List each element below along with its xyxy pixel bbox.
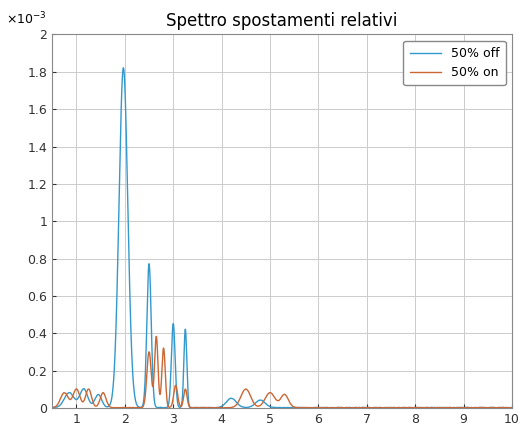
Title: Spettro spostamenti relativi: Spettro spostamenti relativi [166, 12, 398, 30]
50% off [509, 405, 515, 410]
50% off [225, 398, 232, 403]
50% on [49, 405, 55, 410]
Line: 50% off: 50% off [52, 68, 512, 408]
50% off [133, 399, 139, 405]
50% off [427, 405, 434, 410]
50% on [325, 405, 331, 410]
50% off [325, 405, 331, 410]
50% on [153, 334, 159, 339]
50% on [348, 405, 355, 410]
50% off [392, 405, 399, 410]
50% off [160, 405, 166, 410]
50% off [348, 405, 355, 410]
50% on [220, 405, 227, 410]
50% off [120, 65, 126, 70]
50% on [392, 405, 399, 410]
Legend: 50% off, 50% on: 50% off, 50% on [404, 41, 506, 86]
50% on [133, 405, 139, 410]
50% on [225, 405, 232, 410]
Text: $\times10^{-3}$: $\times10^{-3}$ [6, 10, 47, 27]
Line: 50% on: 50% on [52, 336, 512, 408]
50% on [509, 405, 515, 410]
50% off [49, 405, 55, 410]
50% on [427, 405, 434, 410]
